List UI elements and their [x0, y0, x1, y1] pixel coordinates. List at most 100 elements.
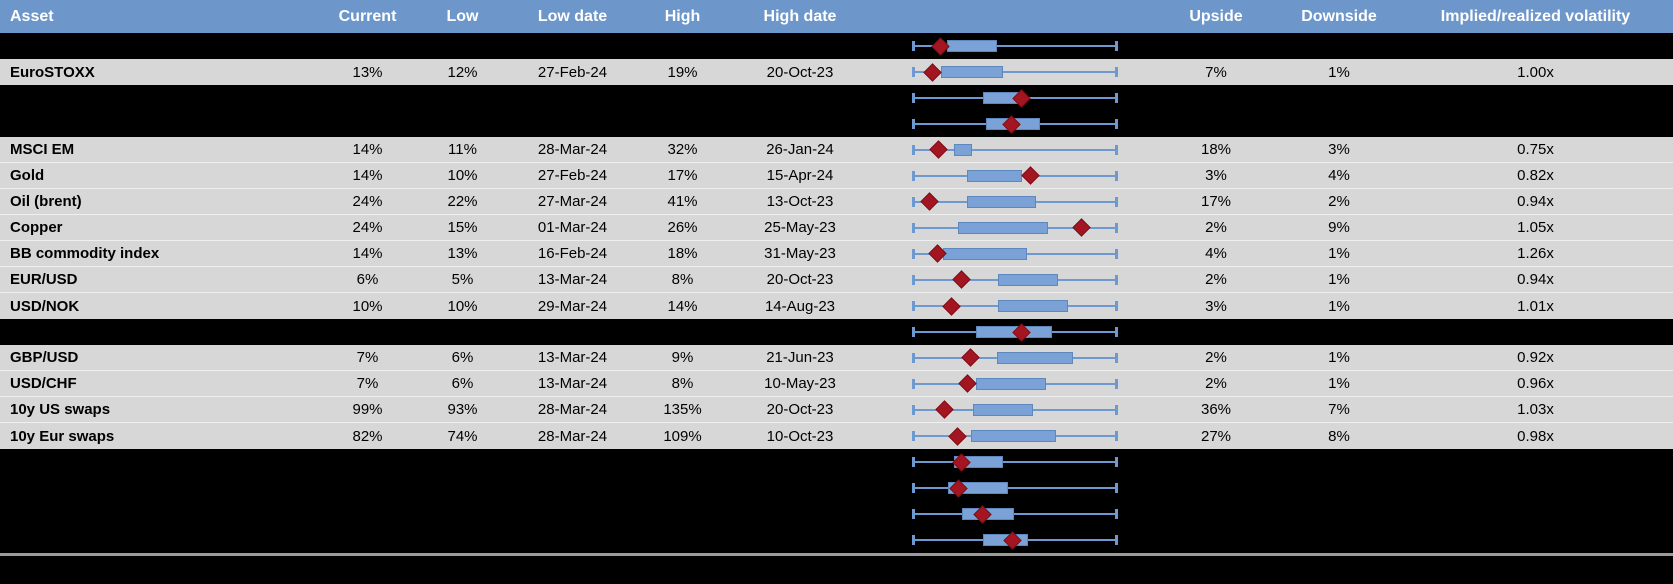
downside-cell[interactable]: 1%: [1328, 349, 1350, 366]
current-cell[interactable]: 13%: [352, 63, 383, 81]
low-cell[interactable]: 12%: [447, 63, 478, 81]
high-cell[interactable]: 41%: [667, 193, 698, 210]
boxplot-cell[interactable]: [875, 527, 1152, 553]
downside-cell[interactable]: 1%: [1328, 245, 1350, 262]
boxplot-cell[interactable]: [875, 319, 1152, 345]
asset-cell[interactable]: Gold: [10, 167, 45, 184]
high-cell[interactable]: 19%: [667, 63, 698, 81]
asset-cell[interactable]: 10y Eur swaps: [10, 427, 115, 445]
boxplot-cell[interactable]: [875, 267, 1152, 293]
downside-cell[interactable]: 3%: [1328, 141, 1350, 158]
boxplot-cell[interactable]: [875, 59, 1152, 85]
boxplot-cell[interactable]: [875, 163, 1152, 189]
ratio-cell[interactable]: 0.92x: [1517, 349, 1554, 366]
high-cell[interactable]: 32%: [667, 141, 698, 158]
upside-cell[interactable]: 18%: [1200, 141, 1232, 158]
low-date-cell[interactable]: 27-Mar-24: [537, 193, 608, 210]
high-date-cell[interactable]: 20-Oct-23: [766, 63, 834, 81]
asset-cell[interactable]: Copper: [10, 219, 63, 236]
high-date-cell[interactable]: 13-Oct-23: [766, 193, 834, 210]
ratio-cell[interactable]: 0.94x: [1517, 193, 1554, 210]
boxplot-cell[interactable]: [875, 293, 1152, 319]
boxplot-cell[interactable]: [875, 85, 1152, 111]
high-cell[interactable]: 18%: [667, 245, 698, 262]
low-cell[interactable]: 74%: [447, 427, 478, 445]
column-header-high[interactable]: High: [664, 8, 701, 25]
boxplot-cell[interactable]: [875, 241, 1152, 267]
boxplot-cell[interactable]: [875, 423, 1152, 449]
column-header-low[interactable]: Low: [446, 8, 479, 25]
column-header-current[interactable]: Current: [338, 8, 397, 25]
downside-cell[interactable]: 1%: [1328, 375, 1350, 392]
downside-cell[interactable]: 9%: [1328, 219, 1350, 236]
high-date-cell[interactable]: 10-Oct-23: [766, 427, 834, 445]
column-header-high-date[interactable]: High date: [763, 8, 837, 25]
column-header-implied-realized-volatility[interactable]: Implied/realized volatility: [1440, 8, 1631, 25]
ratio-cell[interactable]: 1.26x: [1517, 245, 1554, 262]
boxplot-cell[interactable]: [875, 345, 1152, 371]
high-cell[interactable]: 8%: [671, 271, 694, 288]
current-cell[interactable]: 7%: [356, 375, 379, 392]
ratio-cell[interactable]: 1.03x: [1517, 401, 1554, 418]
high-date-cell[interactable]: 10-May-23: [764, 375, 836, 392]
upside-cell[interactable]: 3%: [1205, 167, 1227, 184]
high-date-cell[interactable]: 25-May-23: [764, 219, 836, 236]
current-cell[interactable]: 82%: [352, 427, 383, 445]
downside-cell[interactable]: 4%: [1328, 167, 1350, 184]
asset-cell[interactable]: 10y US swaps: [10, 401, 111, 418]
high-cell[interactable]: 109%: [663, 427, 702, 445]
high-date-cell[interactable]: 21-Jun-23: [766, 349, 834, 366]
upside-cell[interactable]: 2%: [1205, 349, 1227, 366]
low-cell[interactable]: 6%: [451, 349, 474, 366]
low-date-cell[interactable]: 29-Mar-24: [537, 297, 608, 315]
upside-cell[interactable]: 2%: [1205, 271, 1227, 288]
low-date-cell[interactable]: 28-Mar-24: [537, 427, 608, 445]
current-cell[interactable]: 14%: [352, 245, 383, 262]
boxplot-cell[interactable]: [875, 215, 1152, 241]
low-date-cell[interactable]: 13-Mar-24: [537, 375, 608, 392]
high-cell[interactable]: 8%: [671, 375, 694, 392]
downside-cell[interactable]: 1%: [1328, 297, 1350, 315]
column-header-chart[interactable]: [875, 4, 1152, 30]
boxplot-cell[interactable]: [875, 371, 1152, 397]
low-date-cell[interactable]: 28-Mar-24: [537, 401, 608, 418]
high-cell[interactable]: 14%: [667, 297, 698, 315]
high-cell[interactable]: 26%: [667, 219, 698, 236]
column-header-upside[interactable]: Upside: [1189, 8, 1243, 25]
downside-cell[interactable]: 1%: [1328, 63, 1350, 81]
low-cell[interactable]: 10%: [447, 167, 478, 184]
ratio-cell[interactable]: 1.01x: [1517, 297, 1554, 315]
upside-cell[interactable]: 2%: [1205, 219, 1227, 236]
asset-cell[interactable]: Oil (brent): [10, 193, 82, 210]
downside-cell[interactable]: 1%: [1328, 271, 1350, 288]
upside-cell[interactable]: 36%: [1200, 401, 1232, 418]
low-date-cell[interactable]: 27-Feb-24: [537, 63, 608, 81]
asset-cell[interactable]: EuroSTOXX: [10, 63, 95, 81]
high-date-cell[interactable]: 26-Jan-24: [766, 141, 834, 158]
low-date-cell[interactable]: 13-Mar-24: [537, 271, 608, 288]
upside-cell[interactable]: 17%: [1200, 193, 1232, 210]
boxplot-cell[interactable]: [875, 449, 1152, 475]
ratio-cell[interactable]: 1.05x: [1517, 219, 1554, 236]
boxplot-cell[interactable]: [875, 33, 1152, 59]
high-date-cell[interactable]: 15-Apr-24: [766, 167, 834, 184]
column-header-asset[interactable]: Asset: [10, 8, 54, 25]
low-date-cell[interactable]: 28-Mar-24: [537, 141, 608, 158]
current-cell[interactable]: 24%: [352, 193, 383, 210]
current-cell[interactable]: 10%: [352, 297, 383, 315]
current-cell[interactable]: 99%: [352, 401, 383, 418]
column-header-downside[interactable]: Downside: [1301, 8, 1377, 25]
low-cell[interactable]: 22%: [447, 193, 478, 210]
asset-cell[interactable]: BB commodity index: [10, 245, 160, 262]
current-cell[interactable]: 14%: [352, 167, 383, 184]
downside-cell[interactable]: 8%: [1328, 427, 1350, 445]
ratio-cell[interactable]: 0.94x: [1517, 271, 1554, 288]
low-cell[interactable]: 5%: [451, 271, 474, 288]
column-header-low-date[interactable]: Low date: [537, 8, 608, 25]
low-date-cell[interactable]: 13-Mar-24: [537, 349, 608, 366]
high-date-cell[interactable]: 14-Aug-23: [764, 297, 836, 315]
current-cell[interactable]: 14%: [352, 141, 383, 158]
high-date-cell[interactable]: 20-Oct-23: [766, 401, 834, 418]
low-date-cell[interactable]: 27-Feb-24: [537, 167, 608, 184]
current-cell[interactable]: 24%: [352, 219, 383, 236]
